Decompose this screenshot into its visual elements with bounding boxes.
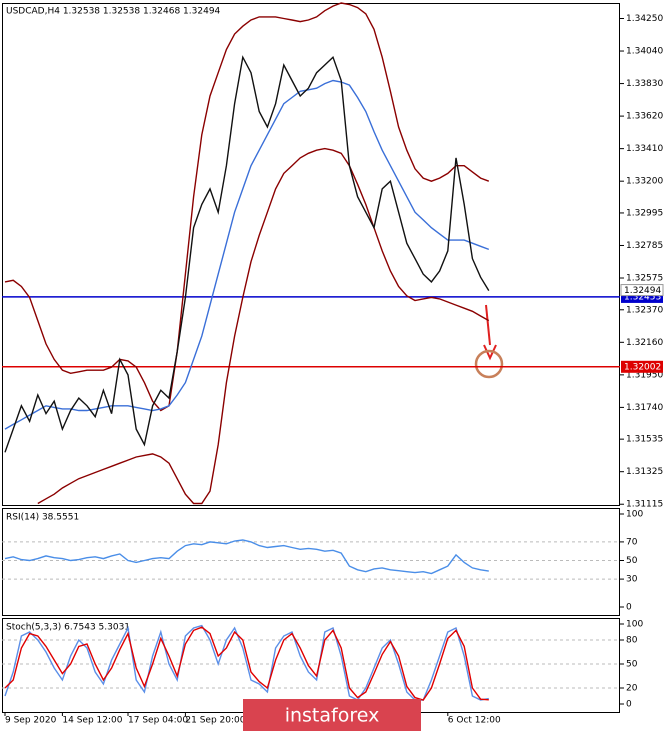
- x-tick-label: 21 Sep 20:00: [185, 716, 245, 726]
- arrow: [485, 304, 491, 346]
- x-tick-label: 14 Sep 12:00: [62, 716, 122, 726]
- series-line: [37, 147, 490, 505]
- y-tick-label: 1.33620: [626, 112, 663, 122]
- y-tick-label: 1.34040: [626, 47, 663, 57]
- panel-title: USDCAD,H4 1.32538 1.32538 1.32468 1.3249…: [6, 7, 221, 17]
- series-line: [4, 624, 489, 701]
- x-tick-label: 6 Oct 12:00: [448, 716, 501, 726]
- y-tick-label: 1.32160: [626, 338, 663, 348]
- watermark-box: [243, 699, 421, 731]
- y-tick-label: 30: [626, 575, 638, 585]
- y-tick-label: 80: [626, 636, 638, 646]
- last-price-label: 1.32494: [624, 286, 661, 296]
- y-tick-label: 1.32370: [626, 305, 663, 315]
- y-tick-label: 0: [626, 700, 632, 710]
- series-line: [4, 626, 489, 701]
- y-tick-label: 50: [626, 660, 638, 670]
- y-tick-label: 50: [626, 556, 638, 566]
- y-tick-label: 100: [626, 620, 643, 630]
- x-tick-label: 17 Sep 04:00: [128, 716, 188, 726]
- watermark: instaforex: [285, 705, 380, 727]
- panel-title: Stoch(5,3,3) 6.7543 5.3031: [6, 623, 130, 633]
- last-price-tag: [620, 284, 664, 297]
- y-tick-label: 1.33830: [626, 79, 663, 89]
- target-circle: [474, 349, 504, 379]
- arrow-head: [483, 344, 497, 361]
- series-line: [4, 2, 490, 412]
- y-tick-label: 20: [626, 684, 638, 694]
- y-tick-label: 1.31535: [626, 435, 663, 445]
- y-tick-label: 1.31740: [626, 403, 663, 413]
- y-tick-label: 1.32785: [626, 241, 663, 251]
- level-tag: [621, 360, 663, 373]
- y-tick-label: 1.34250: [626, 14, 663, 24]
- y-tick-label: 1.31115: [626, 500, 663, 510]
- y-tick-label: 70: [626, 537, 638, 547]
- y-tick-label: 1.32575: [626, 274, 663, 284]
- y-tick-label: 1.31325: [626, 467, 663, 477]
- series-line: [4, 79, 490, 430]
- y-tick-label: 1.32995: [626, 208, 663, 218]
- y-tick-label: 0: [626, 603, 632, 613]
- y-tick-label: 1.33410: [626, 144, 663, 154]
- y-tick-label: 100: [626, 510, 643, 520]
- series-line: [4, 539, 489, 575]
- x-tick-label: 9 Sep 2020: [5, 716, 57, 726]
- level-label: 1.32453: [624, 292, 661, 302]
- series-line: [4, 55, 490, 453]
- y-tick-label: 1.31950: [626, 370, 663, 380]
- panel-title: RSI(14) 38.5551: [6, 513, 79, 523]
- level-label: 1.32002: [624, 362, 661, 372]
- y-tick-label: 1.33200: [626, 177, 663, 187]
